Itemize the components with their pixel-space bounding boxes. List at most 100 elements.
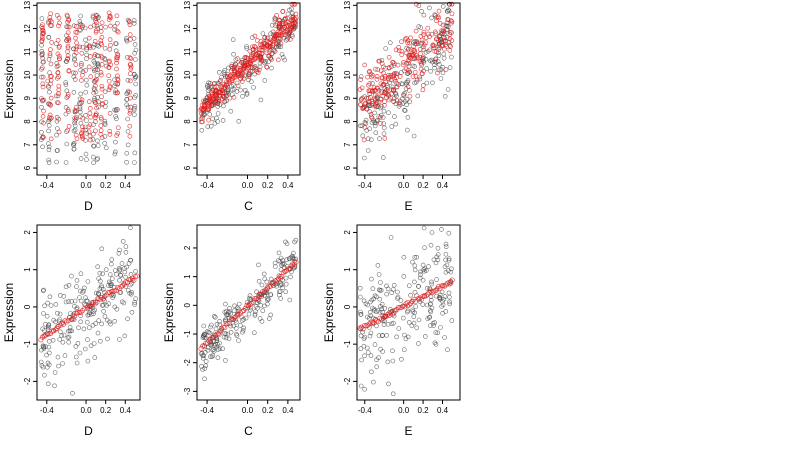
- data-point: [46, 147, 52, 152]
- fit-point: [241, 66, 247, 72]
- y-tick-label: 9: [343, 96, 352, 101]
- data-point: [72, 120, 77, 126]
- data-point: [93, 100, 98, 106]
- data-point: [367, 81, 373, 86]
- data-point: [238, 323, 243, 328]
- fit-point: [252, 296, 258, 302]
- data-point: [57, 329, 63, 335]
- data-point: [220, 93, 226, 99]
- fit-point: [417, 295, 423, 301]
- data-point: [65, 335, 71, 341]
- data-point: [46, 324, 51, 330]
- data-point: [386, 54, 392, 60]
- data-point: [206, 80, 211, 86]
- data-point: [112, 318, 117, 324]
- data-point: [374, 364, 380, 370]
- data-point: [47, 51, 53, 56]
- data-point: [380, 93, 386, 99]
- data-point: [46, 157, 51, 163]
- data-point: [250, 44, 255, 50]
- data-point: [66, 17, 71, 22]
- data-point: [45, 78, 51, 84]
- data-point: [48, 78, 54, 83]
- data-point: [87, 106, 93, 111]
- data-point: [378, 304, 383, 309]
- data-point: [373, 130, 379, 136]
- data-point: [429, 15, 434, 21]
- data-point: [125, 78, 131, 83]
- data-point: [201, 323, 207, 329]
- data-point: [278, 255, 284, 261]
- data-point: [236, 338, 241, 343]
- data-point: [358, 97, 364, 103]
- data-point: [264, 65, 270, 70]
- data-point: [39, 27, 45, 33]
- data-point: [77, 106, 83, 112]
- data-point: [403, 50, 409, 56]
- data-point: [108, 321, 113, 327]
- data-point: [368, 313, 374, 319]
- data-point: [367, 333, 373, 339]
- data-point: [98, 53, 104, 59]
- data-point: [234, 89, 240, 94]
- data-point: [225, 87, 231, 92]
- data-point: [431, 45, 437, 51]
- data-point: [115, 77, 121, 83]
- data-point: [247, 48, 253, 54]
- data-point: [366, 69, 372, 75]
- data-point: [39, 52, 45, 58]
- data-point: [117, 277, 122, 283]
- data-point: [65, 43, 71, 49]
- data-point: [106, 78, 112, 84]
- fit-point: [124, 279, 130, 285]
- data-point: [72, 127, 78, 133]
- x-tick-label: 0.2: [262, 181, 274, 190]
- x-axis-title: C: [244, 199, 253, 213]
- data-point: [403, 66, 409, 72]
- data-point: [287, 256, 292, 262]
- data-point: [113, 139, 118, 145]
- data-point: [406, 283, 412, 289]
- data-point: [91, 341, 97, 346]
- data-point: [46, 350, 52, 356]
- data-point: [431, 43, 437, 49]
- data-point: [99, 83, 105, 89]
- data-point: [443, 67, 449, 72]
- data-point: [65, 107, 71, 112]
- data-point: [56, 23, 61, 29]
- data-point: [252, 330, 257, 336]
- data-point: [440, 4, 446, 9]
- data-point: [83, 89, 88, 95]
- data-point: [127, 78, 133, 84]
- data-point: [280, 9, 286, 14]
- data-point: [72, 123, 78, 128]
- plot-frame: [196, 224, 301, 401]
- data-point: [391, 282, 397, 288]
- data-point: [66, 334, 72, 340]
- data-point: [232, 63, 237, 69]
- fit-point: [358, 324, 365, 330]
- data-point: [426, 31, 431, 37]
- data-point: [211, 81, 217, 87]
- data-point: [270, 29, 276, 35]
- data-point: [79, 78, 84, 83]
- data-point: [225, 89, 230, 95]
- data-point: [369, 99, 375, 104]
- data-point: [215, 104, 220, 109]
- data-point: [438, 31, 444, 36]
- data-point: [99, 86, 105, 92]
- data-point: [44, 352, 49, 358]
- data-point: [40, 84, 46, 90]
- data-point: [92, 52, 98, 57]
- data-point: [106, 65, 112, 70]
- data-point: [125, 129, 131, 134]
- data-point: [396, 104, 402, 109]
- data-point: [374, 77, 380, 82]
- data-point: [279, 282, 285, 288]
- data-point: [128, 104, 134, 110]
- data-point: [241, 325, 246, 331]
- data-point: [220, 346, 225, 352]
- data-point: [92, 99, 98, 105]
- data-point: [422, 245, 427, 250]
- data-point: [93, 12, 99, 18]
